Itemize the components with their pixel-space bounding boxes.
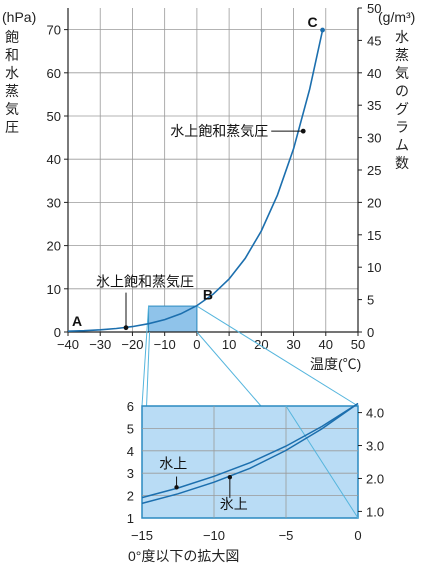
x-tick-label: 10 (222, 337, 236, 352)
zoom-x-tick-label: 0 (354, 528, 361, 543)
left-label-char: 和 (5, 47, 19, 63)
right-tick-label: 40 (367, 66, 381, 81)
right-tick-label: 50 (367, 1, 381, 16)
left-tick-label: 20 (47, 239, 61, 254)
point-label-b: B (203, 287, 213, 303)
point-labels: A B C (72, 14, 325, 329)
right-label-char: 蒸 (395, 47, 409, 63)
right-tick-label: 25 (367, 163, 381, 178)
zoom-left-tick-label: 2 (127, 489, 134, 504)
right-tick-label: 0 (367, 325, 374, 340)
right-tick-label: 15 (367, 228, 381, 243)
right-tick-label: 35 (367, 98, 381, 113)
left-axis-unit: (hPa) (2, 9, 36, 25)
left-tick-label: 30 (47, 195, 61, 210)
main-chart-labels: (hPa) (g/m³) 温度(℃) 0°度以下の拡大図 (2, 9, 415, 564)
right-tick-label: 5 (367, 293, 374, 308)
right-tick-label: 45 (367, 33, 381, 48)
right-tick-label: 20 (367, 195, 381, 210)
main-chart-series (67, 29, 324, 332)
connector-line (285, 405, 359, 519)
left-label-char: 飽 (5, 29, 19, 45)
zoom-left-tick-label: 4 (127, 444, 134, 459)
left-tick-label: 60 (47, 66, 61, 81)
right-tick-label: 30 (367, 131, 381, 146)
left-tick-label: 50 (47, 109, 61, 124)
left-tick-label: 0 (54, 325, 61, 340)
right-tick-label: 10 (367, 260, 381, 275)
zoom-right-tick-label: 2.0 (366, 471, 384, 486)
right-label-char: ム (395, 137, 409, 153)
left-label-char: 圧 (5, 119, 19, 135)
left-label-char: 水 (5, 65, 19, 81)
x-tick-label: 0 (193, 337, 200, 352)
zoom-left-tick-label: 1 (127, 511, 134, 526)
left-label-char: 気 (5, 101, 19, 117)
x-tick-label: 40 (319, 337, 333, 352)
connector-line (196, 305, 359, 407)
left-tick-label: 40 (47, 152, 61, 167)
right-label-char: 数 (395, 155, 409, 171)
annotation-dot (300, 128, 306, 134)
x-axis-label: 温度(℃) (310, 356, 361, 372)
x-tick-label: −40 (57, 337, 79, 352)
x-tick-label: 30 (286, 337, 300, 352)
zoom-x-tick-label: −5 (279, 528, 294, 543)
zoom-x-tick-label: −10 (203, 528, 225, 543)
x-tick-label: −10 (154, 337, 176, 352)
zoom-right-tick-label: 4.0 (366, 406, 384, 421)
right-label-char: ラ (395, 119, 409, 135)
point-label-c: C (308, 14, 318, 30)
left-label-char: 蒸 (5, 83, 19, 99)
annotation-dot (123, 325, 129, 331)
annotation-water: 水上飽和蒸気圧 (170, 123, 268, 139)
x-tick-label: −30 (89, 337, 111, 352)
left-tick-label: 10 (47, 282, 61, 297)
x-tick-label: 50 (351, 337, 365, 352)
zoom-series-line (141, 402, 359, 505)
right-label-char: の (395, 83, 409, 99)
right-label-char: 水 (395, 29, 409, 45)
zoom-left-tick-label: 6 (127, 399, 134, 414)
zoom-caption: 0°度以下の拡大図 (128, 548, 239, 564)
annotation-ice: 氷上飽和蒸気圧 (96, 274, 194, 290)
zoom-right-tick-label: 3.0 (366, 439, 384, 454)
zoom-left-tick-label: 3 (127, 466, 134, 481)
x-tick-label: −20 (121, 337, 143, 352)
main-chart-axes: −40 −30 −20 −10 0 10 20 30 40 5001020304050607005… (47, 1, 382, 352)
zoom-right-tick-label: 1.0 (366, 504, 384, 519)
right-label-char: グ (395, 101, 409, 117)
right-axis-unit: (g/m³) (378, 9, 415, 25)
left-tick-label: 70 (47, 23, 61, 38)
zoom-x-tick-label: −15 (131, 528, 153, 543)
connector-line (141, 306, 150, 407)
zoom-left-tick-label: 5 (127, 421, 134, 436)
zoom-annotation: 水上 (159, 456, 187, 472)
right-label-char: 気 (395, 65, 409, 81)
main-series-line (67, 29, 324, 332)
point-label-a: A (72, 313, 82, 329)
zoom-annotation: 氷上 (220, 496, 248, 512)
point-c-marker (320, 27, 325, 33)
